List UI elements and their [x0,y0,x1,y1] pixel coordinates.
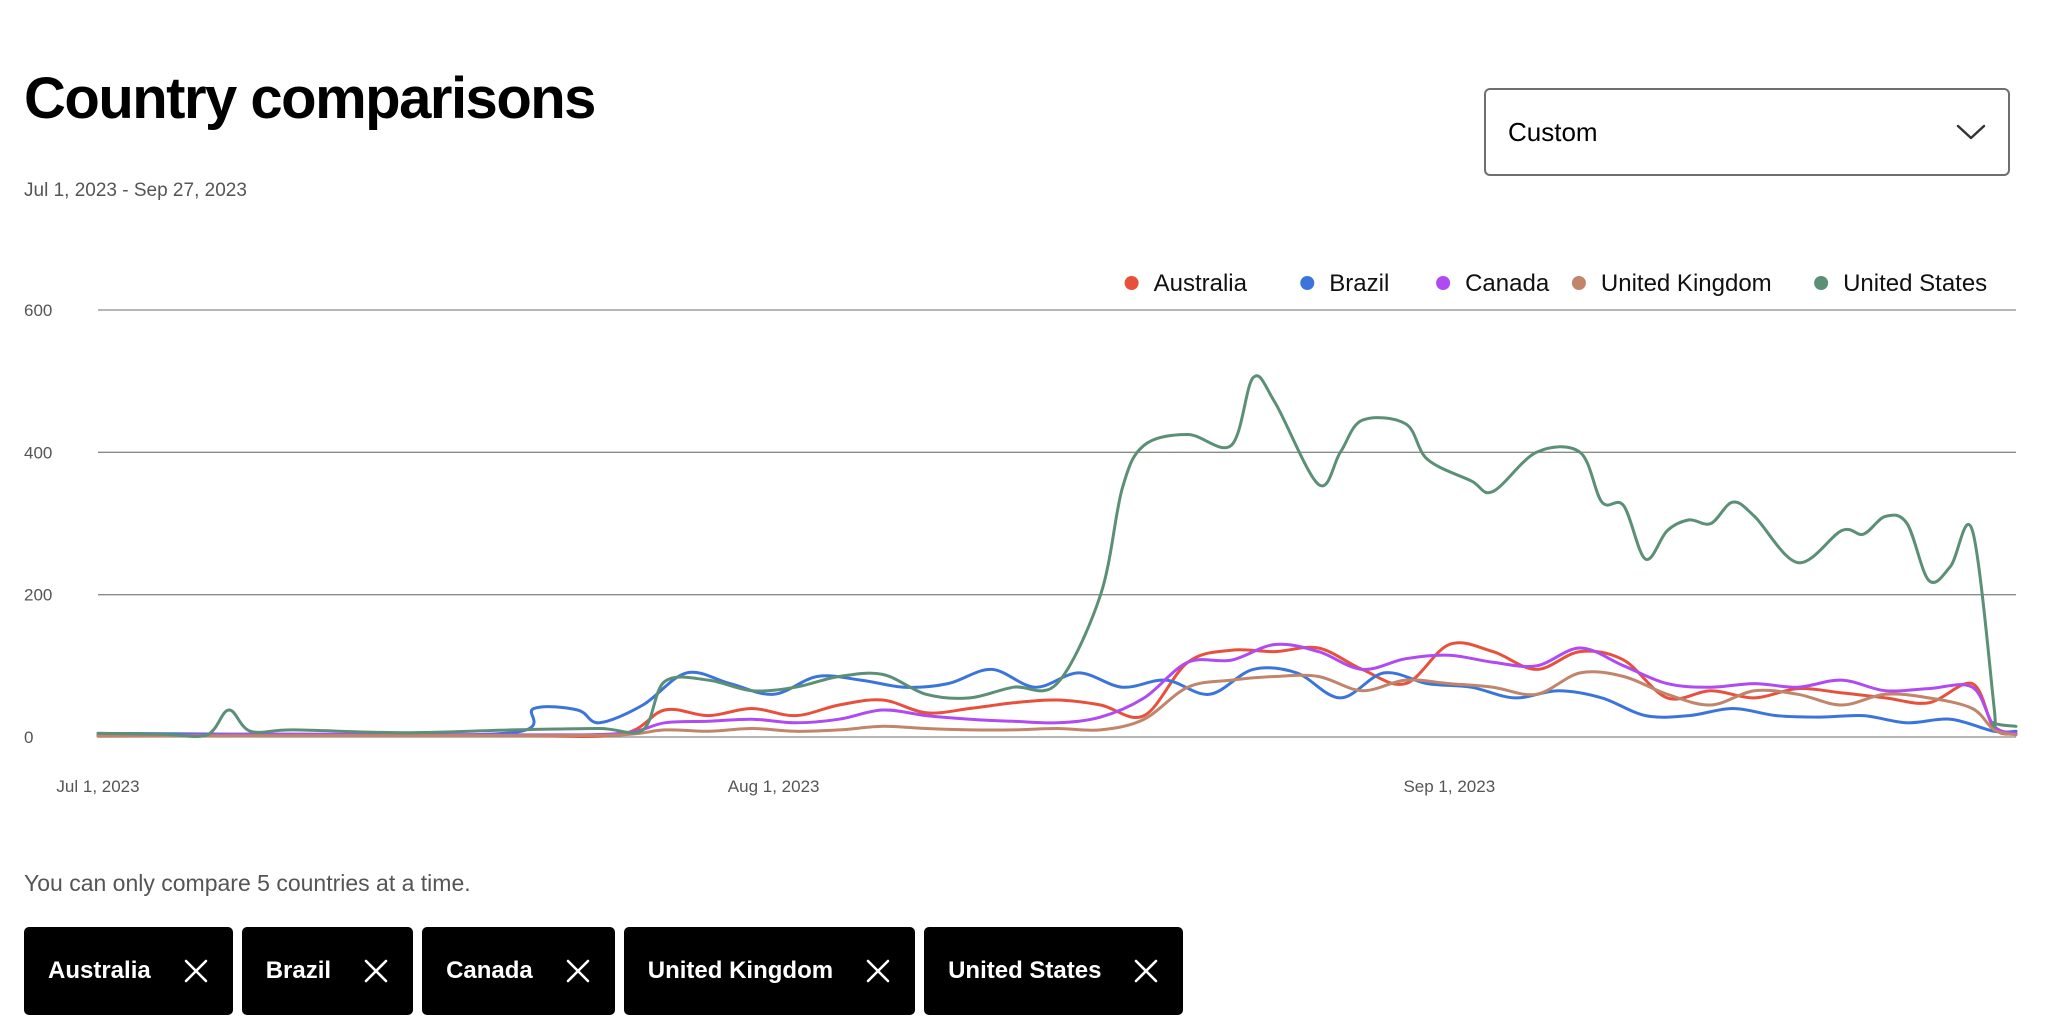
legend-label: Australia [1154,270,1248,297]
chip-label: United Kingdom [647,957,834,984]
country-comparison-chart: United States United Kingdom Canada Brazil A… [24,270,2018,796]
legend-swatch [1300,276,1315,290]
date-range-dropdown[interactable]: Custom [1484,88,2010,176]
country-chips: Australia Brazil Canada United Kingdom U… [24,927,1184,1015]
y-tick-label: 600 [24,301,52,320]
legend-swatch [1814,276,1829,290]
chart-legend: United States United Kingdom Canada Brazil A… [1124,270,1987,297]
legend-swatch [1124,276,1139,290]
chip-label: Australia [48,957,151,984]
chip-australia[interactable]: Australia [24,927,233,1015]
y-tick-label: 200 [24,586,52,605]
series-line-brazil [96,666,2018,737]
chevron-down-icon [1956,123,1986,141]
y-tick-label: 0 [24,728,33,747]
chip-brazil[interactable]: Brazil [241,927,414,1015]
legend-swatch [1436,276,1451,290]
close-icon[interactable] [565,958,591,984]
chip-canada[interactable]: Canada [422,927,615,1015]
x-axis-ticks: Jul 1, 2023 Aug 1, 2023 Sep 1, 2023 [56,777,1495,796]
legend-swatch [1571,276,1586,290]
chip-united-states[interactable]: United States [924,927,1184,1015]
y-tick-label: 400 [24,443,52,462]
series-line-australia [96,641,2018,738]
legend-label: Brazil [1329,270,1389,297]
x-tick-label: Sep 1, 2023 [1403,777,1495,796]
compare-limit-note: You can only compare 5 countries at a ti… [24,870,471,896]
y-axis-ticks: 0 200 400 600 [24,301,52,747]
series-line-united-kingdom [96,670,2018,738]
legend-label: Canada [1465,270,1550,297]
close-icon[interactable] [183,958,209,984]
close-icon[interactable] [865,958,891,984]
chip-united-kingdom[interactable]: United Kingdom [623,927,916,1015]
chip-label: Canada [446,957,533,984]
legend-label: United States [1843,270,1987,297]
series-line-united-states [96,374,2018,739]
chip-label: United States [948,957,1102,984]
x-tick-label: Aug 1, 2023 [728,777,820,796]
series-line-canada [96,642,2018,738]
date-range: Jul 1, 2023 - Sep 27, 2023 [24,180,247,201]
legend-label: United Kingdom [1601,270,1772,297]
chart-series [96,374,2018,739]
close-icon[interactable] [1133,958,1159,984]
chart-grid [98,309,2016,738]
x-tick-label: Jul 1, 2023 [56,777,139,796]
chip-label: Brazil [265,957,332,984]
page-title: Country comparisons [24,66,596,131]
dropdown-selected-value: Custom [1508,116,1598,147]
close-icon[interactable] [363,958,389,984]
